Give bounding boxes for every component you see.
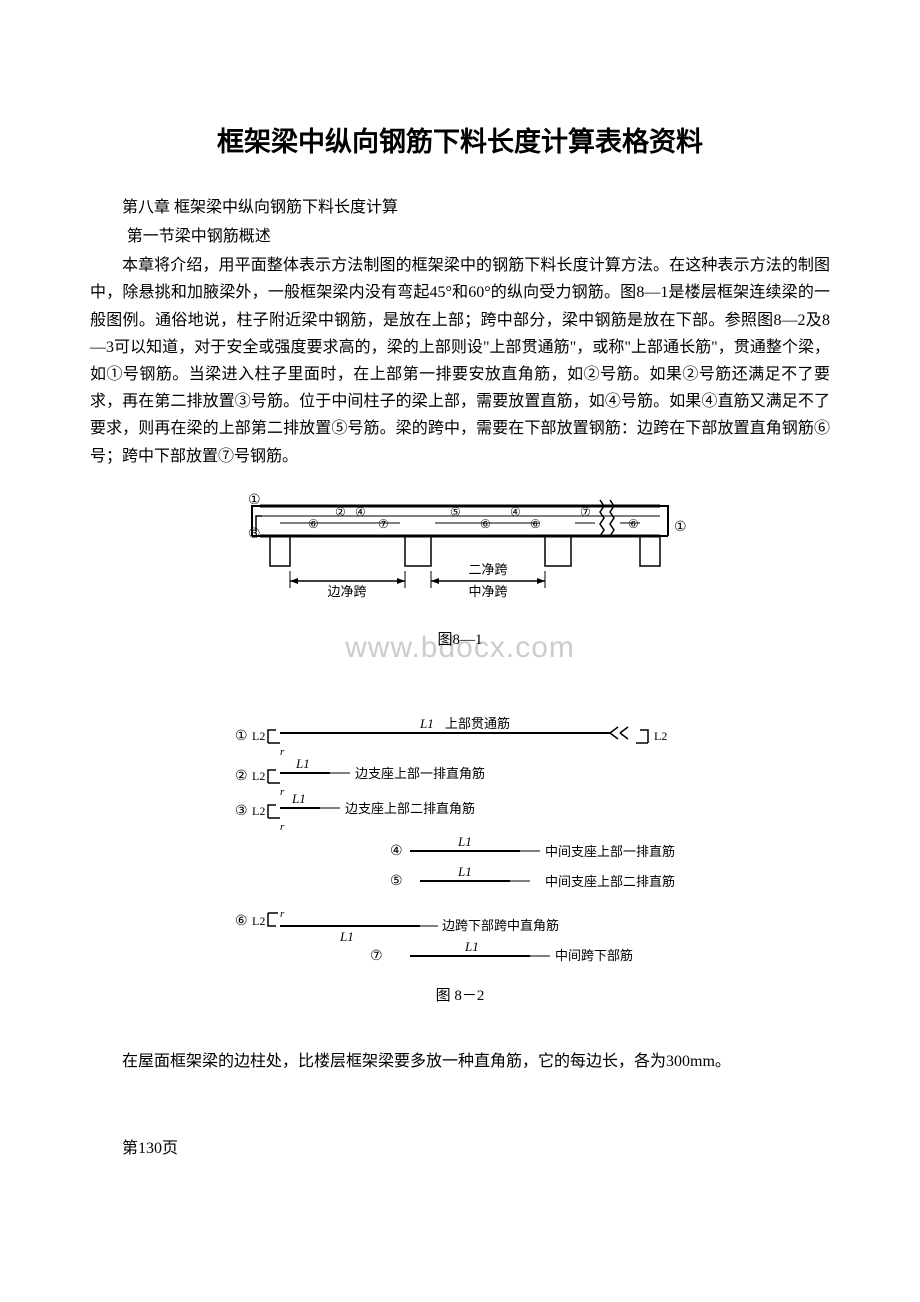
svg-text:边跨下部跨中直角筋: 边跨下部跨中直角筋 xyxy=(442,918,559,933)
svg-text:r: r xyxy=(280,786,285,798)
svg-text:中间支座上部二排直筋: 中间支座上部二排直筋 xyxy=(545,874,675,889)
svg-text:r: r xyxy=(280,908,285,920)
svg-text:L2: L2 xyxy=(654,729,667,743)
svg-text:④: ④ xyxy=(390,844,403,859)
svg-text:边净跨: 边净跨 xyxy=(327,584,366,599)
svg-text:r: r xyxy=(280,746,285,758)
svg-text:二净跨: 二净跨 xyxy=(468,562,507,577)
svg-text:中间支座上部一排直筋: 中间支座上部一排直筋 xyxy=(545,844,675,859)
svg-text:②: ② xyxy=(235,769,248,784)
svg-text:L2: L2 xyxy=(252,729,265,743)
figure-8-2: ① L2 r L1 上部贯通筋 L2 ② L2 r L1 边支座上部一排直角筋 … xyxy=(90,708,830,1008)
svg-text:②: ② xyxy=(335,505,346,519)
figure-8-2-svg: ① L2 r L1 上部贯通筋 L2 ② L2 r L1 边支座上部一排直角筋 … xyxy=(210,708,710,1008)
svg-text:⑤: ⑤ xyxy=(450,505,461,519)
svg-text:L2: L2 xyxy=(252,804,265,818)
svg-text:①: ① xyxy=(248,493,261,508)
svg-text:④: ④ xyxy=(510,505,521,519)
svg-text:中间跨下部筋: 中间跨下部筋 xyxy=(555,948,633,963)
svg-text:边支座上部二排直角筋: 边支座上部二排直角筋 xyxy=(345,801,475,816)
svg-text:⑥: ⑥ xyxy=(308,517,319,531)
svg-text:①: ① xyxy=(674,520,687,535)
svg-text:图 8－2: 图 8－2 xyxy=(436,987,485,1004)
svg-text:⑥: ⑥ xyxy=(235,914,248,929)
svg-text:⑤: ⑤ xyxy=(390,874,403,889)
body-paragraph-2: 在屋面框架梁的边柱处，比楼层框架梁要多放一种直角筋，它的每边长，各为300mm。 xyxy=(90,1048,830,1075)
svg-text:①: ① xyxy=(235,729,248,744)
svg-text:L1: L1 xyxy=(457,834,472,849)
svg-text:L1: L1 xyxy=(457,864,472,879)
svg-text:边支座上部一排直角筋: 边支座上部一排直角筋 xyxy=(355,766,485,781)
svg-text:③: ③ xyxy=(235,804,248,819)
svg-text:⑥: ⑥ xyxy=(628,517,639,531)
svg-text:⑦: ⑦ xyxy=(370,949,383,964)
svg-text:⑥: ⑥ xyxy=(530,517,541,531)
svg-text:L1: L1 xyxy=(419,716,434,731)
svg-text:中净跨: 中净跨 xyxy=(468,584,507,599)
chapter-heading: 第八章 框架梁中纵向钢筋下料长度计算 xyxy=(90,194,830,221)
figure-8-1: 边净跨 二净跨 中净跨 ① ⑥ ② ④ ⑦ ⑤ ⑥ ④ ⑥ ⑦ ⑥ ③ ① ww… xyxy=(90,476,830,673)
figure-8-1-svg: 边净跨 二净跨 中净跨 ① ⑥ ② ④ ⑦ ⑤ ⑥ ④ ⑥ ⑦ ⑥ ③ ① xyxy=(230,476,690,626)
body-paragraph-1: 本章将介绍，用平面整体表示方法制图的框架梁中的钢筋下料长度计算方法。在这种表示方… xyxy=(90,252,830,470)
svg-text:上部贯通筋: 上部贯通筋 xyxy=(445,716,510,731)
page-number: 第130页 xyxy=(90,1135,830,1162)
section-heading: 第一节梁中钢筋概述 xyxy=(90,223,830,250)
svg-text:L1: L1 xyxy=(291,791,306,806)
document-title: 框架梁中纵向钢筋下料长度计算表格资料 xyxy=(90,120,830,166)
svg-text:⑦: ⑦ xyxy=(580,505,591,519)
svg-text:④: ④ xyxy=(355,505,366,519)
svg-text:L1: L1 xyxy=(295,756,310,771)
svg-text:L2: L2 xyxy=(252,769,265,783)
svg-text:⑥: ⑥ xyxy=(480,517,491,531)
svg-text:L1: L1 xyxy=(339,929,354,944)
svg-text:L1: L1 xyxy=(464,939,479,954)
svg-text:⑦: ⑦ xyxy=(378,517,389,531)
svg-text:L2: L2 xyxy=(252,914,265,928)
svg-text:r: r xyxy=(280,821,285,833)
svg-text:③: ③ xyxy=(248,527,261,542)
figure-1-caption: 图8—1 xyxy=(437,628,482,654)
